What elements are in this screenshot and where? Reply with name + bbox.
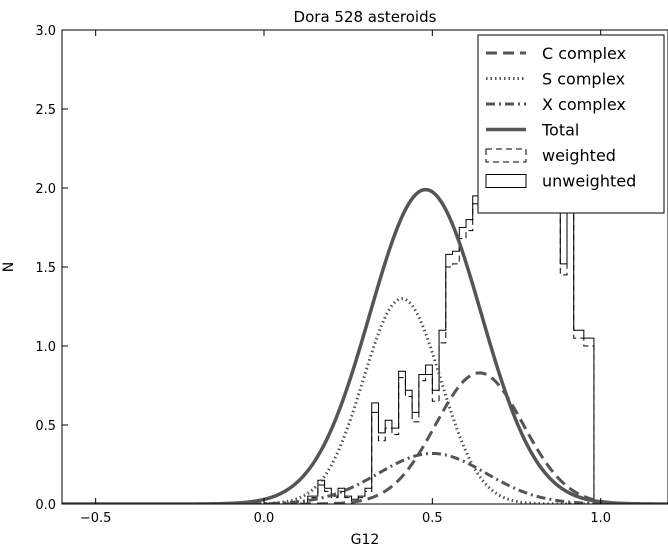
- legend-label: C complex: [542, 44, 626, 63]
- curve-total: [62, 187, 668, 504]
- legend-label: S complex: [542, 70, 625, 89]
- legend-handle: [485, 148, 527, 163]
- axes: −0.5 0.0 0.5 1.0 0.0 0.5 1.0 1.5 2.0 2.5 3.0: [35, 24, 611, 526]
- x-tick-label: 1.0: [590, 511, 611, 526]
- legend-label: X complex: [542, 95, 626, 114]
- x-tick-label: 0.0: [254, 511, 275, 526]
- histogram-unweighted: [307, 171, 605, 504]
- curve-x-complex: [62, 451, 668, 504]
- legend: C complex S complex X complex Total weighted…: [477, 34, 665, 214]
- y-axis-label: N: [1, 262, 17, 272]
- curve-layer: [62, 187, 668, 504]
- legend-label: unweighted: [542, 172, 636, 191]
- y-tick-label: 0.5: [35, 419, 56, 434]
- x-tick-label: 0.5: [422, 511, 443, 526]
- legend-box: [477, 34, 665, 214]
- legend-label: Total: [541, 121, 579, 140]
- y-tick-label: 3.0: [35, 24, 56, 39]
- x-tick-label: −0.5: [80, 511, 112, 526]
- legend-label: weighted: [542, 146, 616, 165]
- histogram-layer: [307, 171, 605, 504]
- legend-handle: [485, 174, 527, 188]
- y-tick-label: 2.0: [35, 182, 56, 197]
- y-tick-label: 2.5: [35, 103, 56, 118]
- chart-title: Dora 528 asteroids: [294, 8, 437, 26]
- y-tick-label: 0.0: [35, 498, 56, 513]
- y-tick-label: 1.5: [35, 261, 56, 276]
- curve-c-complex: [62, 371, 668, 504]
- x-axis-label: G12: [351, 532, 380, 548]
- y-tick-label: 1.0: [35, 340, 56, 355]
